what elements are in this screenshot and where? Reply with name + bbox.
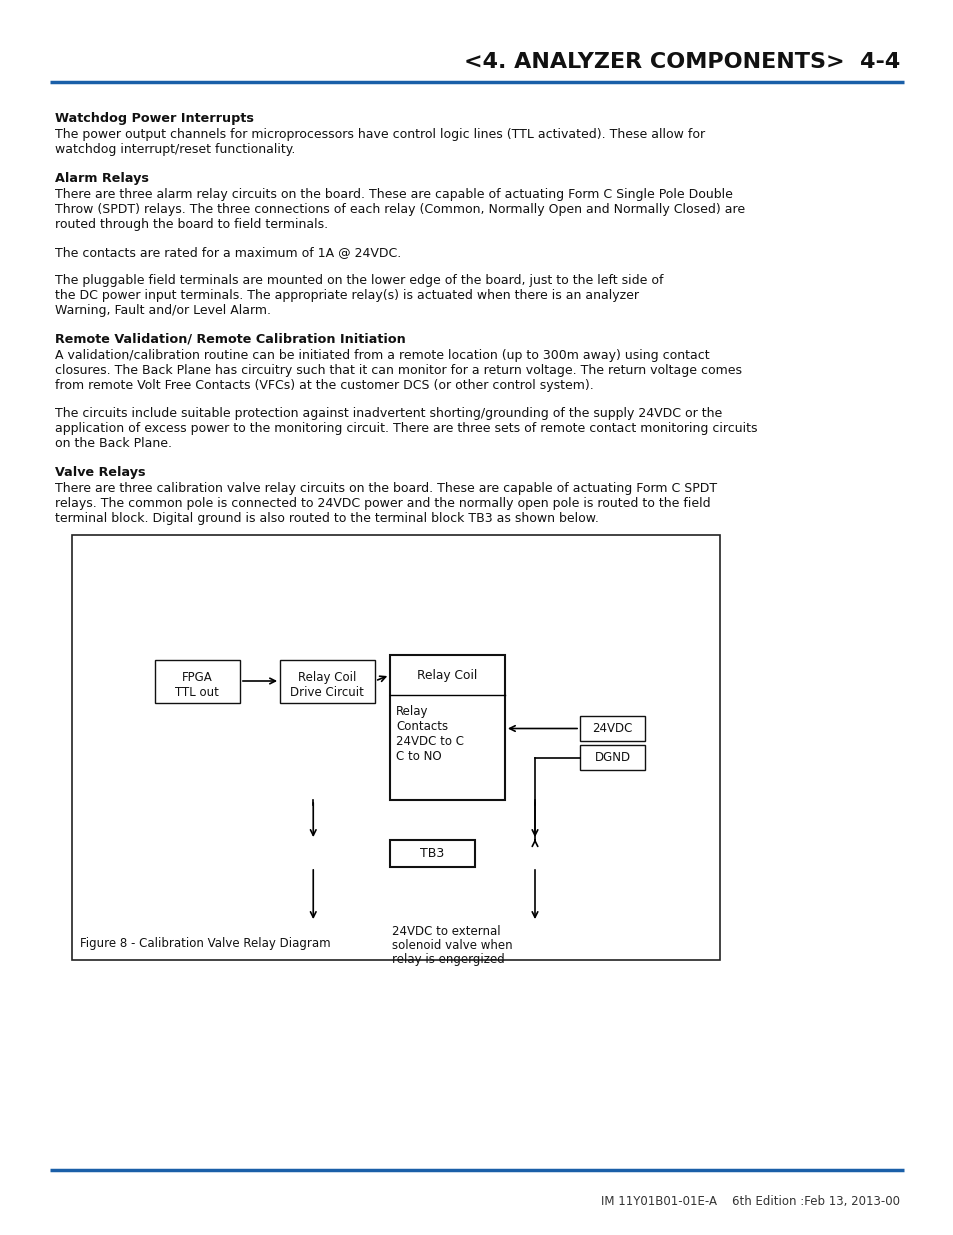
Text: Throw (SPDT) relays. The three connections of each relay (Common, Normally Open : Throw (SPDT) relays. The three connectio… (55, 203, 744, 216)
Text: C to NO: C to NO (395, 750, 441, 763)
Bar (579, 716, 644, 741)
Text: Valve Relays: Valve Relays (55, 466, 146, 479)
Text: relay is engergized: relay is engergized (392, 953, 504, 966)
Text: The circuits include suitable protection against inadvertent shorting/grounding : The circuits include suitable protection… (55, 408, 721, 420)
Bar (579, 745, 644, 769)
Text: on the Back Plane.: on the Back Plane. (55, 437, 172, 450)
Text: TTL out: TTL out (175, 685, 218, 699)
Text: routed through the board to field terminals.: routed through the board to field termin… (55, 219, 328, 231)
Text: Relay: Relay (395, 705, 428, 718)
Text: A validation/calibration routine can be initiated from a remote location (up to : A validation/calibration routine can be … (55, 350, 709, 362)
Text: 24VDC: 24VDC (592, 722, 632, 735)
Text: The pluggable field terminals are mounted on the lower edge of the board, just t: The pluggable field terminals are mounte… (55, 274, 662, 287)
Text: DGND: DGND (594, 751, 630, 764)
Bar (280, 659, 375, 703)
Text: FPGA: FPGA (181, 671, 213, 684)
Text: Alarm Relays: Alarm Relays (55, 172, 149, 185)
Text: The power output channels for microprocessors have control logic lines (TTL acti: The power output channels for microproce… (55, 128, 704, 141)
Text: Relay Coil: Relay Coil (416, 668, 477, 682)
Bar (154, 659, 240, 703)
Text: 24VDC to C: 24VDC to C (395, 735, 463, 748)
Text: terminal block. Digital ground is also routed to the terminal block TB3 as shown: terminal block. Digital ground is also r… (55, 513, 598, 525)
Text: watchdog interrupt/reset functionality.: watchdog interrupt/reset functionality. (55, 143, 295, 156)
Text: 24VDC to external: 24VDC to external (392, 925, 500, 939)
Text: from remote Volt Free Contacts (VFCs) at the customer DCS (or other control syst: from remote Volt Free Contacts (VFCs) at… (55, 379, 593, 391)
Bar (71, 535, 720, 960)
Text: Contacts: Contacts (395, 720, 448, 734)
Text: Figure 8 - Calibration Valve Relay Diagram: Figure 8 - Calibration Valve Relay Diagr… (80, 937, 331, 950)
Text: relays. The common pole is connected to 24VDC power and the normally open pole i: relays. The common pole is connected to … (55, 496, 710, 510)
Text: Remote Validation/ Remote Calibration Initiation: Remote Validation/ Remote Calibration In… (55, 333, 405, 346)
Text: closures. The Back Plane has circuitry such that it can monitor for a return vol: closures. The Back Plane has circuitry s… (55, 364, 741, 377)
Text: The contacts are rated for a maximum of 1A @ 24VDC.: The contacts are rated for a maximum of … (55, 246, 401, 259)
Text: <4. ANALYZER COMPONENTS>  4-4: <4. ANALYZER COMPONENTS> 4-4 (463, 52, 899, 72)
Bar (390, 840, 475, 867)
Text: IM 11Y01B01-01E-A    6th Edition :Feb 13, 2013-00: IM 11Y01B01-01E-A 6th Edition :Feb 13, 2… (600, 1195, 899, 1208)
Text: Watchdog Power Interrupts: Watchdog Power Interrupts (55, 112, 253, 125)
Text: the DC power input terminals. The appropriate relay(s) is actuated when there is: the DC power input terminals. The approp… (55, 289, 639, 303)
Text: solenoid valve when: solenoid valve when (392, 939, 512, 952)
Text: There are three calibration valve relay circuits on the board. These are capable: There are three calibration valve relay … (55, 482, 717, 495)
Text: Drive Circuit: Drive Circuit (290, 685, 363, 699)
Bar (390, 655, 504, 800)
Text: There are three alarm relay circuits on the board. These are capable of actuatin: There are three alarm relay circuits on … (55, 188, 732, 201)
Text: TB3: TB3 (420, 847, 444, 860)
Text: Relay Coil: Relay Coil (297, 671, 355, 684)
Text: application of excess power to the monitoring circuit. There are three sets of r: application of excess power to the monit… (55, 422, 757, 435)
Text: Warning, Fault and/or Level Alarm.: Warning, Fault and/or Level Alarm. (55, 304, 271, 317)
